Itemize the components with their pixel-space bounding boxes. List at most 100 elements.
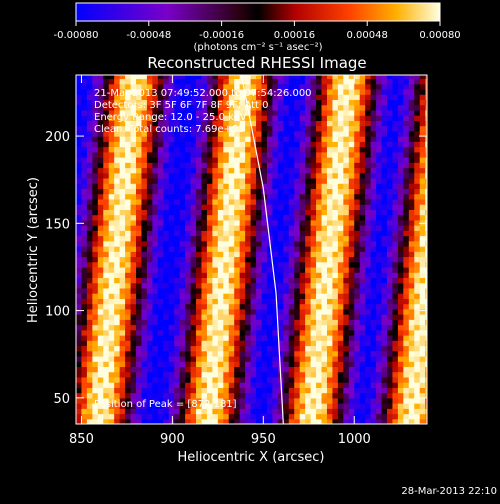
heatmap-cell [376,361,383,368]
heatmap-cell [245,314,252,320]
heatmap-cell [114,314,121,320]
heatmap-cell [239,298,246,305]
heatmap-cell [321,162,328,169]
heatmap-cell [217,246,224,252]
heatmap-cell [392,94,399,101]
heatmap-cell [277,230,284,237]
heatmap-cell [86,75,93,80]
heatmap-cell [234,335,241,341]
heatmap-cell [163,403,170,409]
heatmap-cell [196,219,203,226]
heatmap-cell [310,136,317,142]
heatmap-cell [190,350,197,357]
heatmap-cell [168,120,175,127]
heatmap-cell [190,256,197,263]
heatmap-cell [212,78,219,85]
heatmap-cell [337,183,344,190]
heatmap-cell [425,251,427,258]
heatmap-cell [266,272,274,279]
heatmap-cell [403,340,410,347]
heatmap-cell [386,104,394,111]
heatmap-cell [81,235,88,242]
heatmap-cell [365,319,372,326]
heatmap-cell [157,303,164,310]
heatmap-cell [376,240,383,247]
heatmap-cell [130,136,137,142]
heatmap-cell [92,172,99,179]
heatmap-cell [76,235,83,242]
heatmap-cell [196,413,203,420]
heatmap-cell [206,355,213,362]
heatmap-cell [141,387,148,394]
heatmap-cell [212,335,219,341]
heatmap-cell [376,167,383,174]
heatmap-cell [294,83,301,90]
heatmap-cell [146,125,153,132]
heatmap-cell [370,225,377,231]
heatmap-cell [408,177,415,184]
heatmap-cell [130,266,137,273]
heatmap-cell [261,104,268,111]
heatmap-cell [414,251,421,258]
heatmap-cell [206,282,213,289]
heatmap-cell [103,256,110,263]
heatmap-cell [397,136,404,142]
heatmap-cell [239,219,246,226]
heatmap-cell [179,83,186,90]
heatmap-cell [365,120,372,127]
heatmap-cell [206,266,213,273]
heatmap-cell [234,340,241,347]
heatmap-cell [256,287,263,294]
heatmap-cell [152,251,159,258]
heatmap-cell [157,130,164,137]
heatmap-cell [108,376,115,383]
heatmap-cell [190,141,197,148]
heatmap-cell [305,319,312,326]
heatmap-cell [190,240,197,247]
heatmap-cell [299,125,306,132]
heatmap-cell [332,120,339,127]
heatmap-cell [108,287,115,294]
heatmap-cell [136,136,143,142]
heatmap-cell [119,361,126,368]
heatmap-cell [332,94,339,101]
heatmap-cell [119,94,126,101]
heatmap-cell [283,146,290,153]
heatmap-cell [414,235,421,242]
heatmap-cell [266,193,274,200]
heatmap-cell [190,136,197,142]
heatmap-cell [245,209,252,216]
heatmap-cell [403,193,410,200]
heatmap-cell [343,136,350,142]
heatmap-cell [386,303,394,310]
heatmap-cell [332,230,339,237]
heatmap-cell [277,251,284,258]
heatmap-cell [103,403,110,409]
heatmap-cell [283,392,290,399]
heatmap-cell [392,366,399,373]
heatmap-cell [365,204,372,210]
heatmap-cell [326,266,334,273]
heatmap-cell [397,83,404,90]
heatmap-cell [86,392,93,399]
heatmap-cell [190,303,197,310]
heatmap-cell [108,130,115,137]
heatmap-cell [206,130,213,137]
heatmap-cell [179,146,186,153]
heatmap-cell [152,225,159,231]
heatmap-cell [277,78,284,85]
heatmap-cell [343,418,350,424]
heatmap-cell [125,193,132,200]
heatmap-cell [92,287,99,294]
heatmap-cell [337,293,344,299]
heatmap-cell [381,366,388,373]
heatmap-cell [174,392,181,399]
heatmap-cell [376,261,383,268]
heatmap-cell [392,219,399,226]
heatmap-cell [185,361,192,368]
heatmap-cell [217,282,224,289]
heatmap-cell [174,382,181,388]
heatmap-cell [130,376,137,383]
heatmap-cell [234,151,241,158]
heatmap-cell [130,125,137,132]
